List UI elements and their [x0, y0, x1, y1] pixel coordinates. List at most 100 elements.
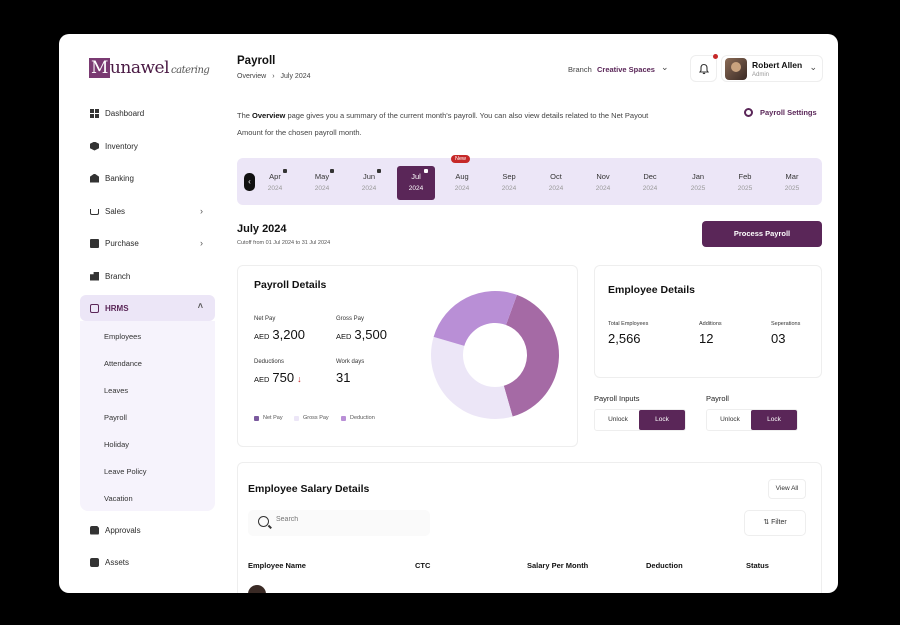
logo-mark: M: [89, 58, 110, 78]
month-tab-mar[interactable]: Mar 2025: [773, 166, 811, 200]
month-year: 2024: [595, 185, 611, 192]
workdays-value: 31: [336, 370, 351, 385]
search-box: [248, 510, 430, 536]
amount: 750: [272, 370, 295, 385]
month-name: Mar: [785, 172, 799, 181]
user-role: Admin: [752, 72, 770, 78]
sidebar-item-label: HRMS: [105, 303, 129, 313]
avatar: [248, 585, 266, 593]
sidebar-item-inventory[interactable]: Inventory: [80, 133, 215, 159]
currency: AED: [254, 332, 270, 341]
month-year: 2025: [737, 185, 753, 192]
sidebar-item-label: Banking: [105, 173, 134, 183]
branch-selector[interactable]: Creative Spaces: [597, 65, 655, 74]
filter-button[interactable]: ⇅ Filter: [744, 510, 806, 536]
new-badge: New: [451, 155, 471, 163]
month-year: 2024: [408, 185, 424, 192]
sidebar-item-purchase[interactable]: Purchase ›: [80, 230, 215, 256]
submenu-item-payroll[interactable]: Payroll: [104, 413, 127, 422]
user-menu[interactable]: Robert Allen Admin ⌄: [721, 55, 823, 82]
process-payroll-button[interactable]: Process Payroll: [702, 221, 822, 247]
month-tab-aug[interactable]: Aug 2024: [443, 166, 481, 200]
building-icon: [90, 271, 99, 281]
month-name: Jul: [411, 172, 421, 181]
amount: 3,200: [272, 327, 305, 342]
bell-icon: [698, 63, 710, 75]
total-employees-value: 2,566: [608, 331, 641, 346]
submenu-item-leave-policy[interactable]: Leave Policy: [104, 467, 147, 476]
sidebar-item-assets[interactable]: Assets: [80, 549, 215, 575]
payroll-inputs-unlock[interactable]: Unlock: [608, 416, 628, 423]
sidebar-item-dashboard[interactable]: Dashboard: [80, 100, 215, 126]
month-name: Dec: [643, 172, 657, 181]
month-selector: ‹ Apr 2024 May 2024 Jun 2024 Jul 2024 Aug 2024 Sep…: [237, 158, 822, 205]
chevron-up-icon: ˄: [197, 301, 203, 311]
month-year: 2024: [361, 185, 377, 192]
month-tab-jul[interactable]: Jul 2024: [397, 166, 435, 200]
sidebar-item-approvals[interactable]: Approvals: [80, 517, 215, 543]
cutoff-text: Cutoff from 01 Jul 2024 to 31 Jul 2024: [237, 240, 331, 246]
view-all-button[interactable]: View All: [768, 479, 806, 499]
lock-icon: [377, 169, 381, 173]
month-name: Feb: [738, 172, 752, 181]
currency: AED: [254, 375, 270, 384]
separations-value: 03: [771, 331, 786, 346]
month-name: Aug: [455, 172, 469, 181]
card-title: Employee Salary Details: [248, 483, 370, 495]
donut-slice-deduction: [433, 291, 517, 346]
month-tab-dec[interactable]: Dec 2024: [631, 166, 669, 200]
sidebar-item-label: Inventory: [105, 141, 138, 151]
deductions-label: Deductions: [254, 359, 285, 365]
month-name: Nov: [596, 172, 610, 181]
payroll-unlock[interactable]: Unlock: [720, 416, 740, 423]
month-tab-feb[interactable]: Feb 2025: [726, 166, 764, 200]
workdays-label: Work days: [336, 359, 365, 365]
submenu-item-employees[interactable]: Employees: [104, 332, 142, 341]
month-year: 2024: [642, 185, 658, 192]
chevron-left-icon[interactable]: ‹: [244, 173, 255, 191]
month-name: May: [314, 172, 330, 181]
logo-text: unawel: [109, 58, 170, 78]
lock-icon: [330, 169, 334, 173]
legend-net-pay: Net Pay: [254, 415, 283, 421]
month-tab-oct[interactable]: Oct 2024: [537, 166, 575, 200]
legend-deduction: Deduction: [341, 415, 375, 421]
chevron-down-icon[interactable]: ⌄: [661, 62, 669, 72]
notification-button[interactable]: [690, 54, 718, 82]
intro-pre: The: [237, 111, 253, 120]
submenu-item-leaves[interactable]: Leaves: [104, 386, 129, 395]
notification-dot: [713, 54, 718, 59]
net-pay-value: AED 3,200: [254, 327, 305, 342]
bag-icon: [90, 238, 99, 248]
sidebar-item-label: Sales: [105, 206, 126, 216]
cart-icon: [90, 209, 99, 215]
submenu-item-attendance[interactable]: Attendance: [104, 359, 142, 368]
employee-salary-card: Employee Salary Details View All ⇅ Filte…: [237, 462, 822, 593]
month-name: Oct: [550, 172, 562, 181]
month-year: 2025: [784, 185, 800, 192]
search-input[interactable]: [276, 516, 416, 523]
month-tab-jun[interactable]: Jun 2024: [350, 166, 388, 200]
payroll-inputs-title: Payroll Inputs: [594, 394, 640, 403]
submenu-item-vacation[interactable]: Vacation: [104, 494, 133, 503]
legend-label: Net Pay: [263, 415, 283, 421]
sidebar-item-branch[interactable]: Branch: [80, 263, 215, 289]
month-tab-nov[interactable]: Nov 2024: [584, 166, 622, 200]
month-tab-sep[interactable]: Sep 2024: [490, 166, 528, 200]
legend-swatch: [294, 415, 299, 421]
payroll-lock[interactable]: Lock: [751, 410, 797, 430]
month-tab-may[interactable]: May 2024: [303, 166, 341, 200]
submenu-item-holiday[interactable]: Holiday: [104, 440, 130, 449]
payroll-inputs-lock[interactable]: Lock: [639, 410, 685, 430]
sidebar-item-banking[interactable]: Banking: [80, 165, 215, 191]
payroll-settings-link[interactable]: Payroll Settings: [744, 108, 817, 117]
month-tab-jan[interactable]: Jan 2025: [679, 166, 717, 200]
amount: 3,500: [354, 327, 387, 342]
month-tab-apr[interactable]: Apr 2024: [256, 166, 294, 200]
breadcrumb-overview[interactable]: Overview: [237, 73, 267, 80]
sidebar-item-hrms[interactable]: HRMS ˄: [80, 295, 215, 321]
breadcrumb: Overview › July 2024: [237, 73, 311, 80]
sidebar-item-sales[interactable]: Sales ›: [80, 198, 215, 224]
